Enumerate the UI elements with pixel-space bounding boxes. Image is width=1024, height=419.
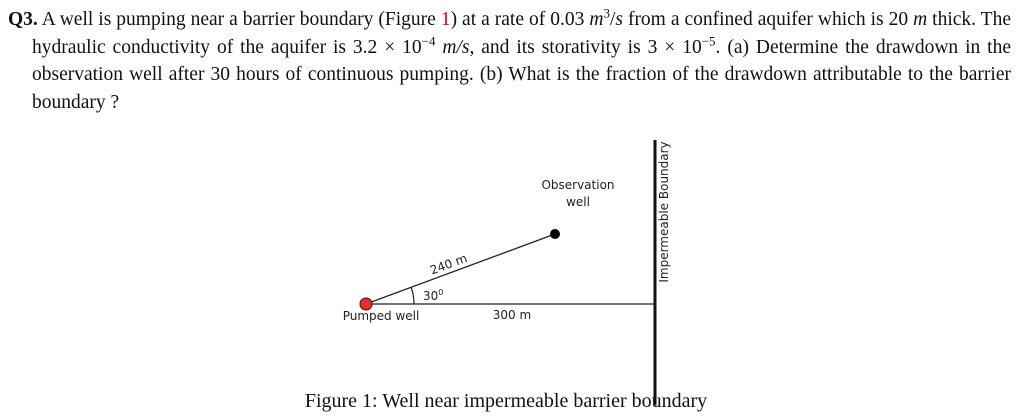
superscript: −4 (421, 33, 436, 48)
text: . (a) Determine the drawdown in the obse… (32, 36, 1011, 113)
observation-well (550, 229, 560, 239)
text: A well is pumping near a barrier boundar… (37, 9, 441, 30)
question: Q3. A well is pumping near a barrier bou… (8, 6, 1011, 116)
text: / (609, 9, 616, 30)
pumped-well (359, 297, 373, 311)
superscript: 3 (603, 5, 610, 21)
question-label: Q3. (8, 9, 38, 30)
text: thick. The hydraulic conductivity of the… (32, 9, 1011, 58)
superscript: −5 (701, 33, 716, 48)
label: Impermeable Boundary (657, 141, 671, 282)
math: s (615, 9, 623, 30)
angle-label: 300 (423, 288, 443, 303)
math: m (913, 9, 928, 30)
label: 30 (423, 289, 438, 303)
angle-arc (410, 286, 415, 305)
superscript: 0 (438, 288, 443, 297)
label: well (566, 195, 590, 209)
label: Pumped well (343, 309, 420, 323)
distance-line (365, 233, 556, 305)
label: Observation (541, 178, 614, 192)
text: ) at a rate of 0.03 (450, 9, 590, 30)
text: , and its storativity is 3 × 10 (469, 36, 702, 58)
text: from a confined aquifer which is 20 (622, 9, 914, 30)
math: m/s (435, 36, 470, 58)
figure-ref[interactable]: 1 (440, 9, 451, 30)
caption: Figure 1: Well near impermeable barrier … (305, 390, 707, 412)
label: 300 m (493, 308, 531, 322)
math: m (589, 9, 604, 30)
